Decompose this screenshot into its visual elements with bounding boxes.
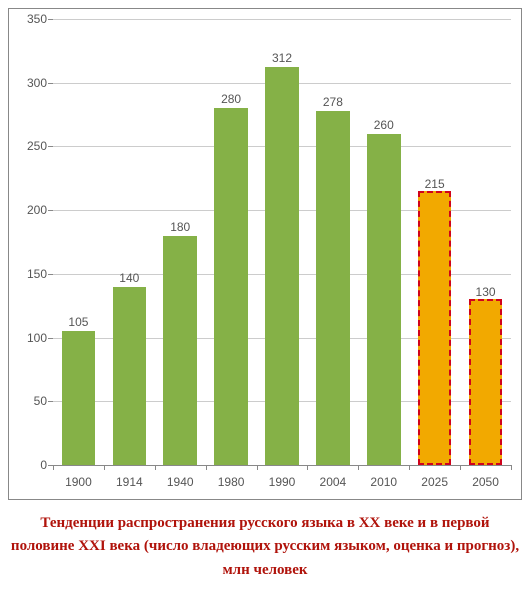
y-axis-label: 300 bbox=[27, 76, 47, 90]
bar: 105 bbox=[62, 331, 96, 465]
y-axis-label: 150 bbox=[27, 267, 47, 281]
bar-value-label: 278 bbox=[323, 95, 343, 109]
x-axis-label: 1940 bbox=[167, 475, 194, 489]
plot-area: 0501001502002503003501051900140191418019… bbox=[53, 19, 511, 465]
bar-value-label: 312 bbox=[272, 51, 292, 65]
y-axis-label: 350 bbox=[27, 12, 47, 26]
bar: 140 bbox=[113, 287, 147, 465]
chart-caption: Тенденции распространения русского языка… bbox=[8, 512, 522, 582]
x-axis-label: 2004 bbox=[320, 475, 347, 489]
y-axis-label: 250 bbox=[27, 139, 47, 153]
bar: 180 bbox=[163, 236, 197, 465]
bar-value-label: 180 bbox=[170, 220, 190, 234]
bar-value-label: 215 bbox=[425, 177, 445, 191]
y-axis-label: 0 bbox=[40, 458, 47, 472]
x-axis-label: 1990 bbox=[269, 475, 296, 489]
bar-value-label: 280 bbox=[221, 92, 241, 106]
bar-forecast: 215 bbox=[418, 191, 452, 465]
bar: 280 bbox=[214, 108, 248, 465]
bar-forecast: 130 bbox=[469, 299, 503, 465]
bar: 278 bbox=[316, 111, 350, 465]
x-axis-label: 1900 bbox=[65, 475, 92, 489]
bar-value-label: 260 bbox=[374, 118, 394, 132]
bar-value-label: 140 bbox=[119, 271, 139, 285]
x-axis-label: 2050 bbox=[472, 475, 499, 489]
x-axis-label: 2025 bbox=[421, 475, 448, 489]
y-axis-label: 200 bbox=[27, 203, 47, 217]
bar-value-label: 130 bbox=[476, 285, 496, 299]
bar: 260 bbox=[367, 134, 401, 465]
x-axis-label: 2010 bbox=[370, 475, 397, 489]
bar-value-label: 105 bbox=[68, 315, 88, 329]
x-axis-label: 1980 bbox=[218, 475, 245, 489]
x-axis-label: 1914 bbox=[116, 475, 143, 489]
bar-chart: 0 50 100 150 200 250 300 350 105 1900 140 1914 180 19… bbox=[8, 8, 522, 500]
bar: 312 bbox=[265, 67, 299, 465]
y-axis-label: 100 bbox=[27, 331, 47, 345]
y-axis-label: 50 bbox=[34, 394, 47, 408]
